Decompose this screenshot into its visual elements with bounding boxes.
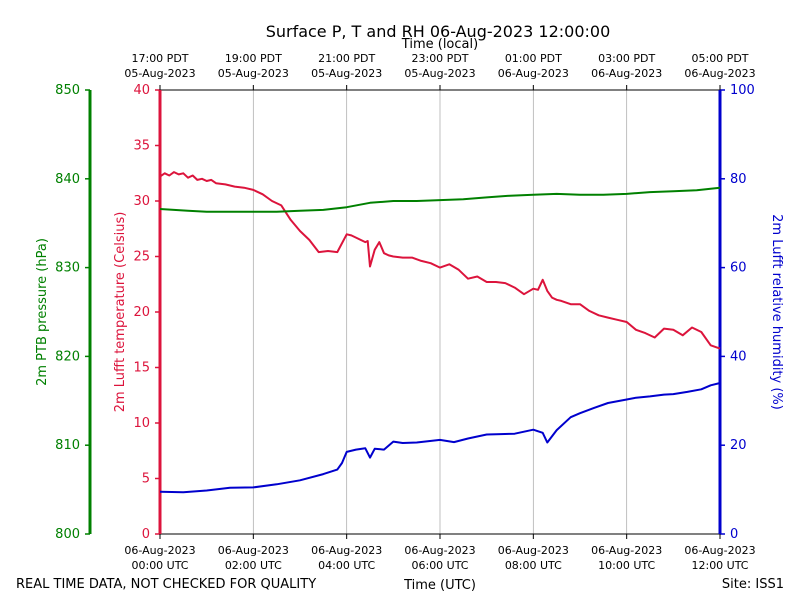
bottom-tick-time-3: 06:00 UTC (411, 559, 468, 572)
humidity-tick-label-40: 40 (730, 349, 747, 364)
top-tick-time-2: 21:00 PDT (318, 52, 375, 65)
humidity-axis-label: 2m Lufft relative humidity (%) (769, 214, 784, 410)
bottom-tick-time-2: 04:00 UTC (318, 559, 375, 572)
bottom-tick-time-5: 10:00 UTC (598, 559, 655, 572)
chart-title: Surface P, T and RH 06-Aug-2023 12:00:00 (266, 22, 611, 41)
temperature-series-line (159, 171, 721, 350)
top-tick-time-4: 01:00 PDT (505, 52, 562, 65)
humidity-tick-label-60: 60 (730, 261, 747, 276)
top-tick-time-0: 17:00 PDT (131, 52, 188, 65)
top-tick-date-5: 06-Aug-2023 (591, 67, 662, 80)
temperature-tick-label-25: 25 (133, 250, 150, 265)
top-tick-time-6: 05:00 PDT (691, 52, 748, 65)
top-axis-label: Time (local) (401, 37, 478, 52)
humidity-series-line (159, 382, 721, 494)
top-tick-time-5: 03:00 PDT (598, 52, 655, 65)
humidity-tick-label-0: 0 (730, 527, 738, 542)
bottom-axis-label: Time (UTC) (403, 578, 476, 593)
bottom-tick-date-3: 06-Aug-2023 (404, 544, 475, 557)
pressure-tick-label-830: 830 (55, 261, 80, 276)
series-lines (159, 171, 721, 494)
bottom-tick-time-1: 02:00 UTC (225, 559, 282, 572)
top-tick-date-4: 06-Aug-2023 (498, 67, 569, 80)
temperature-tick-label-10: 10 (133, 416, 150, 431)
pressure-axis-label: 2m PTB pressure (hPa) (35, 238, 50, 386)
axes (85, 89, 725, 535)
top-tick-date-6: 06-Aug-2023 (684, 67, 755, 80)
pressure-tick-label-810: 810 (55, 438, 80, 453)
bottom-tick-time-0: 00:00 UTC (131, 559, 188, 572)
top-tick-date-0: 05-Aug-2023 (124, 67, 195, 80)
top-tick-date-1: 05-Aug-2023 (218, 67, 289, 80)
pressure-tick-label-840: 840 (55, 172, 80, 187)
pressure-series-line (159, 186, 721, 213)
pressure-tick-label-800: 800 (55, 527, 80, 542)
footer-site-label: Site: ISS1 (722, 577, 784, 592)
bottom-tick-time-4: 08:00 UTC (505, 559, 562, 572)
top-tick-date-2: 05-Aug-2023 (311, 67, 382, 80)
top-tick-time-1: 19:00 PDT (225, 52, 282, 65)
top-tick-date-3: 05-Aug-2023 (404, 67, 475, 80)
tick-labels: 06-Aug-2023 00:00 UTC 06-Aug-2023 02:00 UTC… (55, 52, 755, 572)
temperature-tick-label-30: 30 (133, 194, 150, 209)
temperature-tick-label-0: 0 (142, 527, 150, 542)
footer-left-note: REAL TIME DATA, NOT CHECKED FOR QUALITY (16, 577, 316, 592)
bottom-tick-date-0: 06-Aug-2023 (124, 544, 195, 557)
bottom-tick-date-1: 06-Aug-2023 (218, 544, 289, 557)
bottom-tick-time-6: 12:00 UTC (691, 559, 748, 572)
bottom-tick-date-2: 06-Aug-2023 (311, 544, 382, 557)
grid-lines (252, 90, 628, 534)
humidity-tick-label-100: 100 (730, 83, 755, 98)
bottom-tick-date-5: 06-Aug-2023 (591, 544, 662, 557)
pressure-tick-label-820: 820 (55, 349, 80, 364)
temperature-tick-label-35: 35 (133, 139, 150, 154)
humidity-tick-label-20: 20 (730, 438, 747, 453)
bottom-tick-date-4: 06-Aug-2023 (498, 544, 569, 557)
temperature-tick-label-40: 40 (133, 83, 150, 98)
temperature-tick-label-15: 15 (133, 361, 150, 376)
top-tick-time-3: 23:00 PDT (411, 52, 468, 65)
temperature-tick-label-5: 5 (142, 472, 150, 487)
pressure-tick-label-850: 850 (55, 83, 80, 98)
humidity-tick-label-80: 80 (730, 172, 747, 187)
temperature-tick-label-20: 20 (133, 305, 150, 320)
bottom-tick-date-6: 06-Aug-2023 (684, 544, 755, 557)
temperature-axis-label: 2m Lufft temperature (Celsius) (113, 212, 128, 413)
